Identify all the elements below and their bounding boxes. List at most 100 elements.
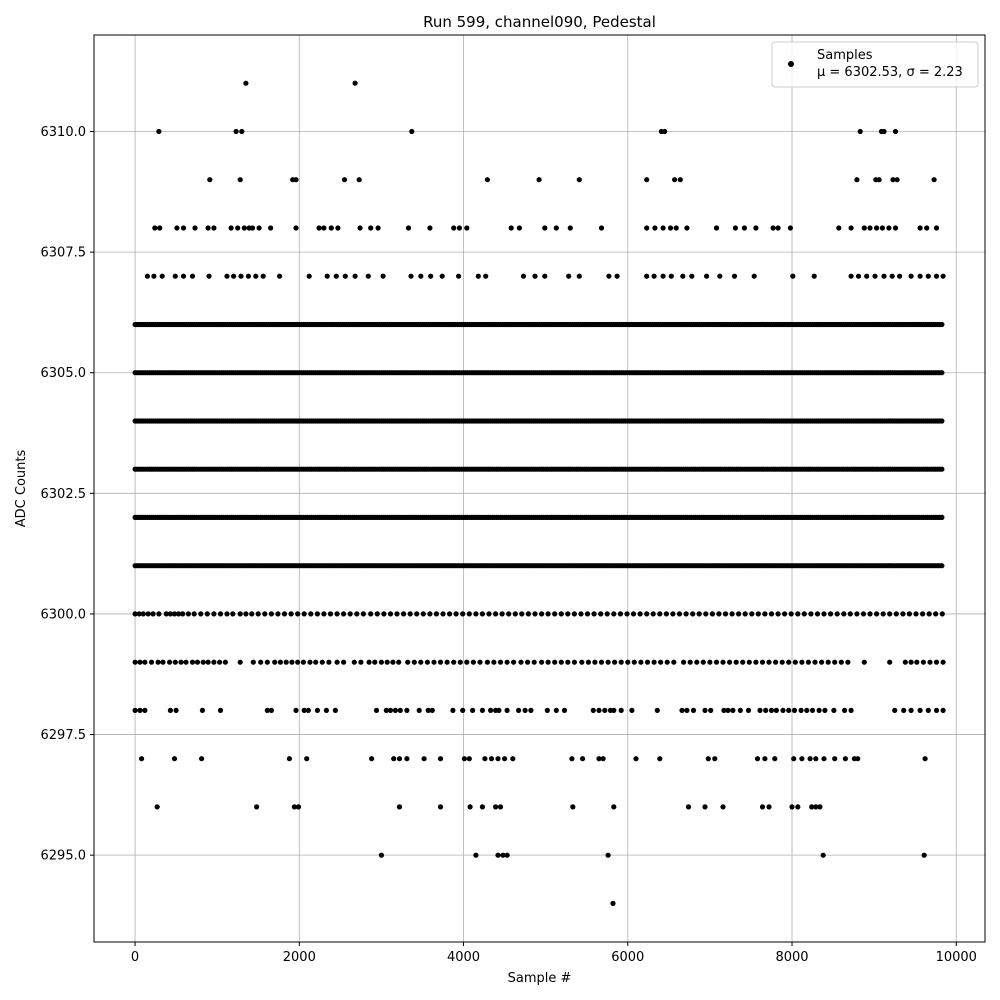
data-point [879, 225, 886, 231]
data-point [132, 659, 138, 665]
data-point [132, 707, 138, 714]
data-point [861, 659, 867, 665]
data-point [461, 756, 467, 762]
data-point [702, 707, 708, 714]
data-point [705, 756, 711, 762]
data-point [821, 756, 827, 762]
data-point [775, 225, 781, 231]
legend-stats: μ = 6302.53, σ = 2.23 [817, 65, 963, 80]
y-tick-label: 6295.0 [41, 849, 87, 864]
data-point [791, 756, 797, 762]
data-point [584, 611, 591, 617]
data-point [222, 659, 228, 665]
data-point [791, 707, 798, 714]
data-point [519, 611, 525, 617]
data-point [940, 659, 946, 665]
data-point [939, 466, 945, 472]
data-point [495, 852, 501, 858]
data-point [132, 611, 138, 617]
data-point [414, 611, 420, 617]
legend: Samples μ = 6302.53, σ = 2.23 [771, 41, 979, 88]
data-point [939, 321, 945, 328]
data-point [565, 659, 571, 665]
data-point [596, 707, 602, 714]
data-point [625, 659, 631, 665]
data-point [387, 611, 394, 617]
data-point [663, 611, 670, 617]
data-point [917, 707, 923, 714]
data-point [677, 177, 683, 183]
data-point [268, 611, 274, 617]
data-point [405, 659, 411, 665]
data-point [502, 756, 508, 762]
data-point [431, 659, 437, 665]
data-point [671, 659, 677, 665]
data-point [335, 225, 341, 231]
data-point [598, 659, 605, 665]
data-point [260, 273, 266, 279]
data-point [237, 659, 243, 665]
data-point [795, 611, 801, 617]
data-point [757, 707, 763, 714]
data-points [132, 80, 946, 907]
data-point [192, 225, 198, 231]
data-point [857, 128, 863, 135]
data-point [736, 611, 742, 617]
data-point [855, 756, 861, 762]
data-point [167, 611, 173, 617]
data-point [512, 611, 518, 617]
data-point [733, 659, 739, 665]
data-point [842, 707, 848, 714]
data-point [832, 659, 838, 665]
data-point [819, 659, 825, 665]
data-point [864, 273, 870, 279]
data-point [199, 707, 205, 714]
data-point [316, 225, 322, 231]
data-point [630, 611, 637, 617]
data-point [155, 659, 161, 665]
data-point [732, 225, 739, 231]
data-point [536, 177, 542, 183]
data-point [497, 659, 504, 665]
data-point [855, 273, 862, 279]
data-point [528, 707, 534, 714]
data-point [479, 611, 485, 617]
data-point [466, 611, 472, 617]
data-point [874, 225, 880, 231]
data-point [651, 273, 657, 279]
data-point [333, 273, 339, 279]
data-point [351, 659, 357, 665]
data-point [755, 611, 761, 617]
data-point [198, 611, 204, 617]
data-point [453, 611, 459, 617]
data-point [457, 659, 463, 665]
data-point [163, 611, 169, 617]
data-point [466, 756, 472, 762]
data-point [617, 611, 624, 617]
data-point [770, 225, 776, 231]
data-point [933, 707, 940, 714]
data-point [657, 611, 663, 617]
data-point [730, 707, 736, 714]
data-point [207, 177, 213, 183]
data-point [313, 659, 319, 665]
data-point [624, 611, 630, 617]
data-point [384, 659, 390, 665]
data-point [570, 804, 576, 810]
data-point [396, 659, 402, 665]
data-point [295, 804, 302, 810]
data-point [729, 611, 735, 617]
data-point [306, 273, 312, 279]
data-point [447, 611, 453, 617]
data-point [680, 273, 686, 279]
data-point [314, 611, 320, 617]
data-point [605, 852, 611, 858]
data-point [491, 659, 497, 665]
data-point [828, 611, 834, 617]
data-point [553, 225, 559, 231]
data-point [518, 659, 524, 665]
data-point [391, 756, 397, 762]
data-point [368, 225, 374, 231]
data-point [788, 611, 794, 617]
data-point [305, 707, 311, 714]
